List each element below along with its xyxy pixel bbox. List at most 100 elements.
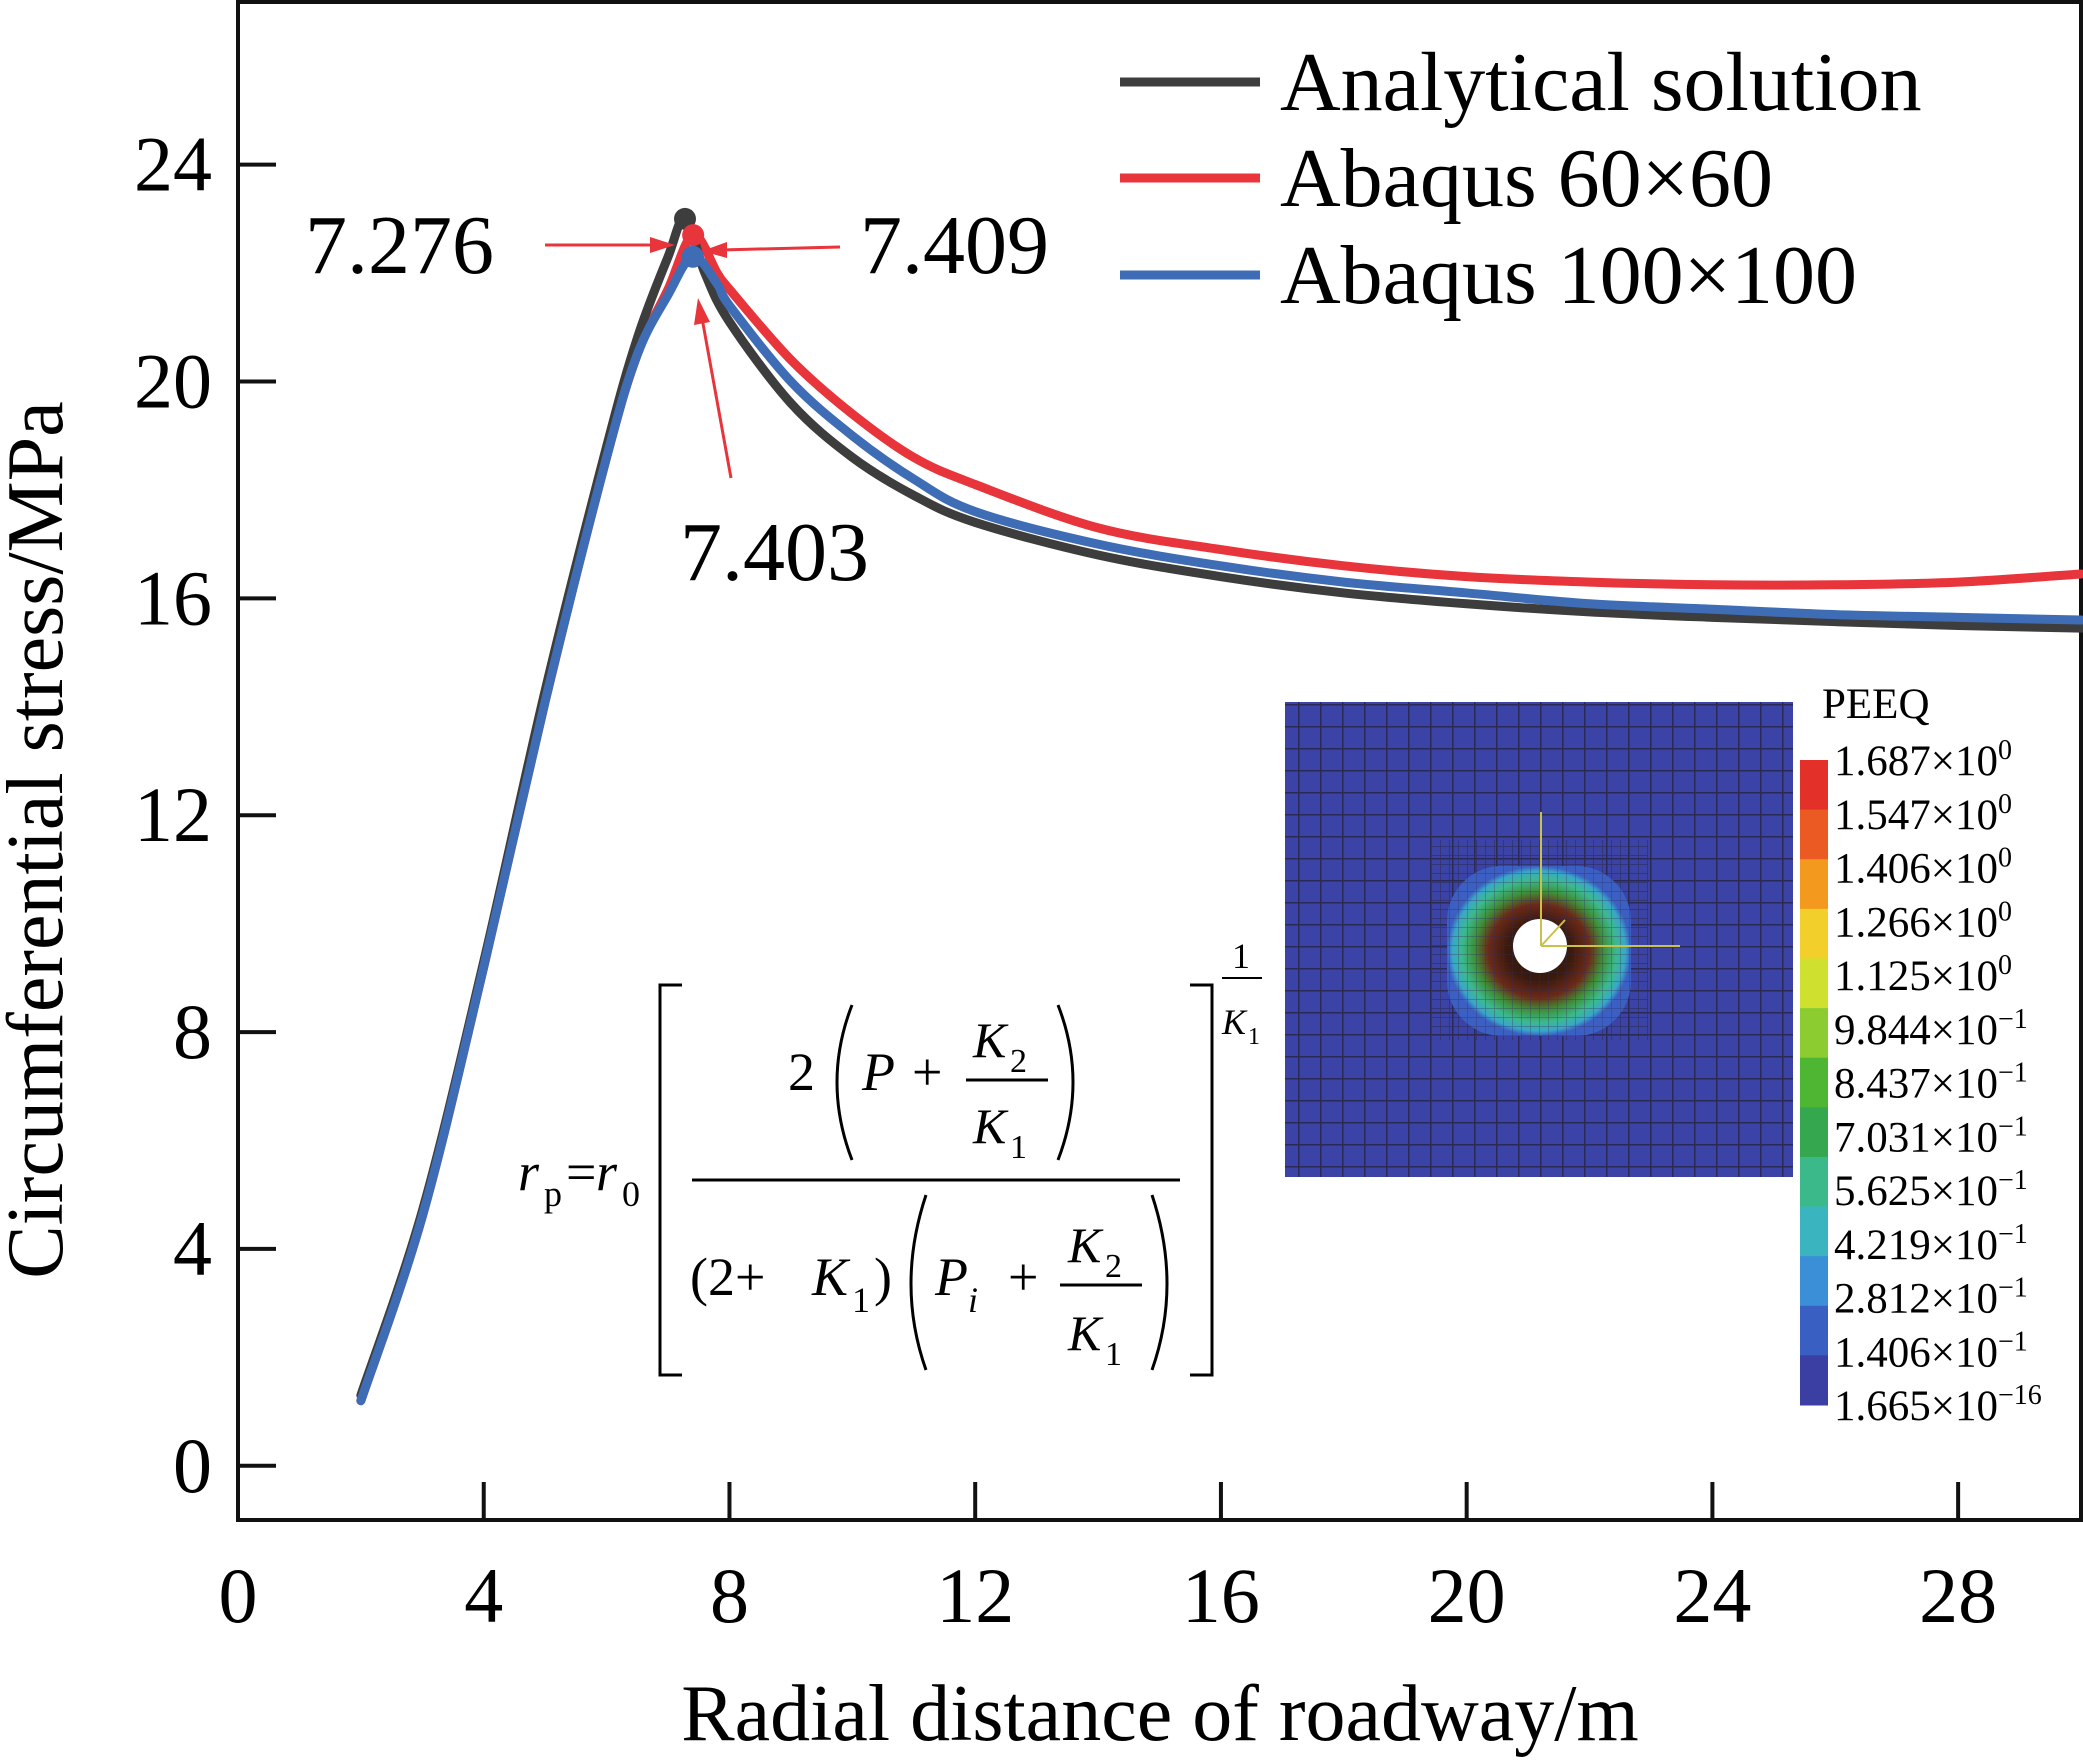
formula: r p = r 0 1 K 1 2 P + K 2 K 1 (2+ K 1 ) … [518,936,1262,1377]
y-tick-label: 0 [173,1422,212,1509]
formula-num-K2-sub: 2 [1010,1043,1027,1080]
peak-marker [673,207,696,230]
x-tick-label: 4 [464,1552,503,1639]
colorbar-band [1800,1305,1828,1356]
colorbar-labels: 1.687×1001.547×1001.406×1001.266×1001.12… [1834,735,2042,1430]
annotation-7-409: 7.409 [860,199,1049,292]
y-tick-label: 4 [173,1205,212,1292]
x-tick-label: 28 [1919,1552,1997,1639]
inset-colorbar: PEEQ 1.687×1001.547×1001.406×1001.266×10… [1800,681,2042,1430]
peak-marker [682,224,705,247]
formula-den-K2-sub: 2 [1105,1248,1122,1285]
colorbar-label: 1.266×100 [1834,896,2012,946]
series-lines [356,214,2083,1406]
colorbar-band [1800,1057,1828,1108]
legend-label-abaqus-60: Abaqus 60×60 [1280,132,1773,225]
arrow-7-403 [700,317,733,479]
colorbar-label: 1.687×100 [1834,735,2012,785]
formula-den-close: ) [874,1247,892,1307]
formula-exp-K: K [1221,1002,1248,1042]
colorbar-label: 1.665×10−16 [1834,1380,2042,1430]
colorbar-label: 4.219×10−1 [1834,1219,2028,1269]
y-tick-label: 20 [134,338,212,425]
colorbar-label: 9.844×10−1 [1834,1004,2028,1054]
colorbar-band [1800,809,1828,860]
formula-rp: r [518,1142,540,1202]
peak-marker [681,245,704,268]
colorbar-band [1800,859,1828,910]
formula-num-rparen [1056,1004,1075,1161]
x-tick-label: 0 [219,1552,258,1639]
colorbar-band [1800,1355,1828,1406]
annotation-7-276: 7.276 [305,199,494,292]
colorbar-label: 2.812×10−1 [1834,1273,2028,1323]
colorbar-band [1800,958,1828,1009]
x-axis-title: Radial distance of roadway/m [681,1670,1638,1758]
peak-markers [673,207,705,268]
colorbar-label: 8.437×10−1 [1834,1058,2028,1108]
formula-den-open: (2+ [690,1247,765,1307]
colorbar-band [1800,908,1828,959]
plot-frame [236,0,2083,1522]
formula-r0-sub: 0 [622,1174,640,1214]
formula-den-plus: + [1008,1247,1038,1307]
formula-den-Pi-sub: i [968,1280,978,1320]
formula-r0: r [596,1142,618,1202]
formula-num-lparen [835,1004,854,1161]
y-tick-label: 12 [134,771,212,858]
y-tick-label: 8 [173,988,212,1075]
x-tick-label: 24 [1673,1552,1751,1639]
formula-den-K1: K [811,1247,851,1307]
colorbar-label: 7.031×10−1 [1834,1111,2028,1161]
formula-right-bracket [1190,983,1214,1377]
inset-mesh [1285,702,1793,1177]
colorbar-band [1800,1256,1828,1307]
colorbar-label: 1.406×100 [1834,843,2012,893]
colorbar-label: 1.547×100 [1834,789,2012,839]
formula-num-K1-sub: 1 [1010,1129,1027,1166]
x-tick-label: 12 [936,1552,1014,1639]
legend: Analytical solution Abaqus 60×60 Abaqus … [1120,36,1922,322]
arrow-7-409 [719,245,841,252]
formula-den-rparen [1150,1194,1169,1371]
formula-num-plus: + [912,1042,942,1102]
colorbar-label: 1.406×10−1 [1834,1326,2028,1376]
formula-den-K1b: K [1067,1305,1104,1361]
x-tick-label: 8 [710,1552,749,1639]
formula-exp-K-sub: 1 [1248,1024,1260,1050]
colorbar-band [1800,1206,1828,1257]
arrowhead-7-409 [702,242,727,258]
annotations: 7.276 7.409 7.403 [305,199,1049,599]
formula-left-bracket [658,983,682,1377]
y-axis-title: Circumferential stress/MPa [0,401,80,1279]
formula-equals: = [566,1142,596,1202]
formula-den-K2: K [1067,1217,1104,1273]
arrowhead-7-276 [650,237,675,253]
formula-den-K1-sub: 1 [852,1280,870,1320]
colorbar-bands [1800,760,1828,1406]
formula-num-P: P [861,1042,895,1102]
annotation-7-403: 7.403 [680,506,869,599]
legend-label-analytical: Analytical solution [1280,36,1922,129]
formula-num-K2: K [972,1012,1009,1068]
formula-num-two: 2 [788,1042,815,1102]
colorbar-band [1800,760,1828,811]
formula-den-Pi: P [934,1247,968,1307]
x-tick-label: 16 [1182,1552,1260,1639]
formula-exp-one: 1 [1232,936,1250,976]
legend-label-abaqus-100: Abaqus 100×100 [1280,229,1857,322]
formula-den-K1b-sub: 1 [1105,1336,1122,1373]
colorbar-band [1800,1107,1828,1158]
colorbar-label: 5.625×10−1 [1834,1165,2028,1215]
x-tick-label: 20 [1428,1552,1506,1639]
y-tick-label: 24 [134,121,212,208]
inset-axis-d [1540,919,1566,947]
colorbar-band [1800,1008,1828,1059]
colorbar-band [1800,1156,1828,1208]
arrowhead-7-403 [694,298,710,325]
series-line-2 [356,252,2083,1406]
formula-num-K1: K [972,1098,1009,1154]
formula-rp-sub: p [544,1174,562,1214]
